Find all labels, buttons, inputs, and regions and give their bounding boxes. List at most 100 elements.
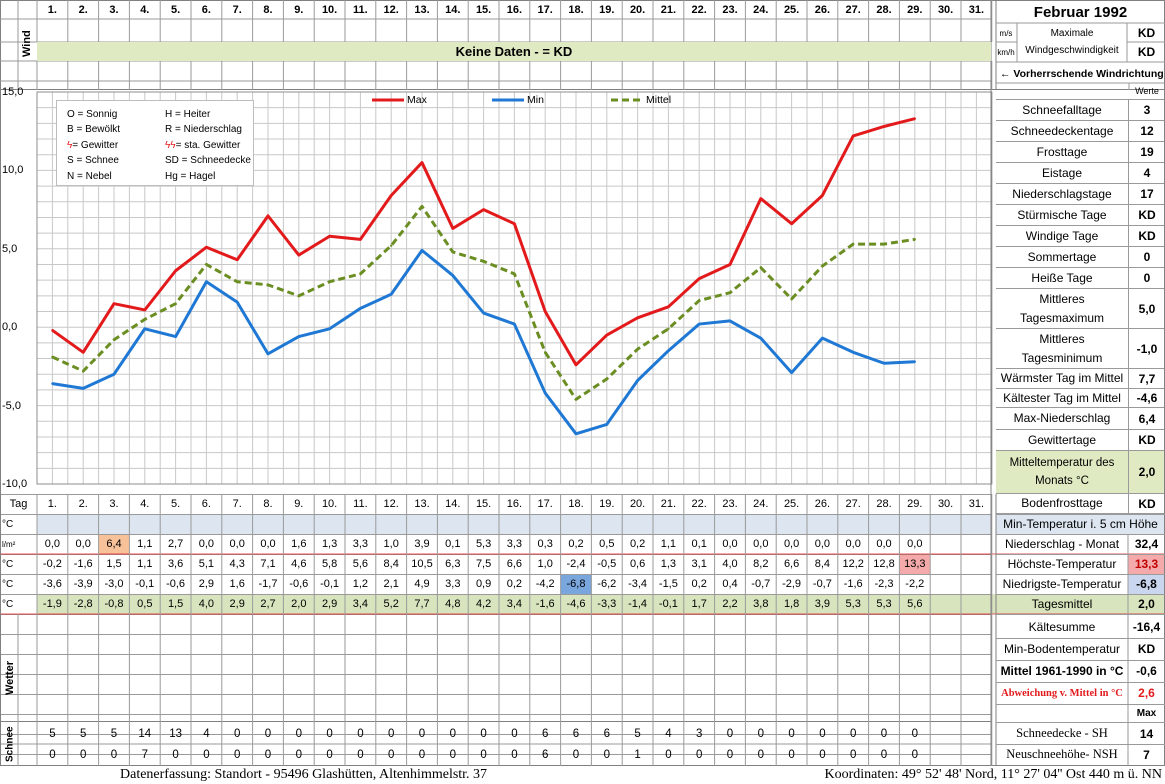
snow-value: 4 <box>203 727 210 740</box>
mean-band <box>37 594 1165 614</box>
data-point-mittel <box>605 377 608 381</box>
day-number-bottom: 28. <box>876 498 892 510</box>
stat-value: 5,0 <box>1138 301 1156 316</box>
lightning-icon: ϟϟ <box>165 139 176 151</box>
extra-row-value: 2,6 <box>1138 686 1155 700</box>
day-number-top: 24. <box>753 4 769 16</box>
unit-label: °C <box>2 518 14 530</box>
table-value: -2,2 <box>905 578 925 590</box>
table-value: 1,0 <box>383 538 399 550</box>
day-number-bottom: 9. <box>294 498 304 510</box>
table-value: 0,0 <box>876 538 892 550</box>
y-tick-label: -5,0 <box>2 399 21 412</box>
snow-value: 0 <box>757 748 764 761</box>
data-point-max <box>390 194 393 197</box>
day-number-bottom: 19. <box>599 498 615 510</box>
snow-value: 0 <box>819 748 826 761</box>
table-value: -3,9 <box>73 578 93 590</box>
row-summary-value: 13,3 <box>1134 557 1159 571</box>
table-value: 6,6 <box>506 558 523 570</box>
table-value: 5,1 <box>198 558 215 570</box>
snow-value: 0 <box>726 748 734 761</box>
extra-row-label: Abweichung v. Mittel in °C <box>1001 687 1123 699</box>
day-number-bottom: 6. <box>201 498 211 510</box>
table-value: 0,0 <box>198 538 215 550</box>
data-point-max <box>882 125 886 128</box>
stat-value: KD <box>1138 229 1156 243</box>
data-point-mittel <box>143 318 146 321</box>
data-point-max <box>328 235 331 238</box>
table-value: 3,9 <box>814 598 831 610</box>
day-number-top: 1. <box>47 4 57 16</box>
data-point-mittel <box>297 294 300 298</box>
stat-label: Mittleres Tagesminimum <box>996 329 1129 368</box>
snow-value: 14 <box>138 727 152 740</box>
table-value: 1,6 <box>291 538 307 550</box>
table-value: -0,5 <box>597 558 617 570</box>
table-value: 0,5 <box>599 538 615 550</box>
stat-row: Frosttage 19 <box>996 142 1165 163</box>
table-value: 0,0 <box>814 538 831 550</box>
table-value: 7,7 <box>414 598 430 610</box>
snow-value: 0 <box>911 727 918 740</box>
snow-row-label: Schneedecke - SH <box>1016 726 1108 740</box>
data-point-min <box>174 335 177 338</box>
day-number-top: 22. <box>691 4 707 16</box>
data-point-max <box>790 222 793 225</box>
table-value: 2,9 <box>229 598 245 610</box>
extra-row-value: -0,6 <box>1136 664 1157 678</box>
table-value: 0,2 <box>629 538 646 550</box>
day-number-bottom: 10. <box>321 498 338 510</box>
day-number-top: 31. <box>968 4 985 16</box>
table-value: 1,7 <box>691 598 707 610</box>
table-value: 5,6 <box>352 558 369 570</box>
data-point-mittel <box>266 283 270 287</box>
data-point-max <box>728 263 732 266</box>
data-table: Tag 1. 2. 3. 4. 5. 6. 7. 8. 9. 10. 11. 12. 13. 14. 15. 1… <box>0 494 1165 766</box>
table-value: 2,7 <box>167 538 184 550</box>
row-summary-label: Niederschlag - Monat <box>1004 537 1120 551</box>
table-value: -6,8 <box>566 578 586 590</box>
table-value: -1,9 <box>42 598 62 610</box>
symbol-legend-text: B = Bewölkt <box>67 124 121 135</box>
stat-value: 17 <box>1140 187 1154 201</box>
table-value: 1,5 <box>167 598 184 610</box>
symbol-legend-right: SD = Schneedecke <box>165 154 253 168</box>
min5-band <box>996 514 1165 534</box>
data-point-max <box>636 316 639 319</box>
data-point-max <box>698 277 701 280</box>
data-point-min <box>51 382 54 385</box>
stat-label: Eistage <box>996 163 1129 183</box>
snow-value: 0 <box>849 748 857 761</box>
unit-kmh: km/h <box>997 47 1015 57</box>
stat-value: 3 <box>1143 103 1151 117</box>
table-value: -1,7 <box>258 578 278 590</box>
day-number-bottom: 1. <box>47 498 57 510</box>
y-tick-label: 5,0 <box>2 242 18 255</box>
day-number-bottom: 23. <box>722 498 738 510</box>
data-point-min <box>82 387 85 390</box>
snow-value: 4 <box>665 727 672 740</box>
snow-row-summary: 14 <box>1139 726 1154 741</box>
table-value: 8,4 <box>383 558 399 570</box>
table-value: 3,3 <box>445 578 461 590</box>
day-number-top: 29. <box>907 4 923 16</box>
symbol-legend-right: H = Heiter <box>165 107 253 121</box>
snow-value: 13 <box>169 727 182 740</box>
data-point-mittel <box>359 272 362 276</box>
table-value: -1,4 <box>628 598 648 610</box>
data-point-mittel <box>205 263 208 266</box>
symbol-legend-left: S = Schnee <box>67 154 162 168</box>
table-value: 4,6 <box>291 558 307 570</box>
data-point-min <box>544 391 547 395</box>
snow-value: 0 <box>757 727 764 740</box>
day-number-top: 28. <box>876 4 892 16</box>
footer-location: Datenerfassung: Standort - 95496 Glashüt… <box>120 767 488 782</box>
data-point-max <box>574 363 578 367</box>
unit-label: °C <box>2 558 14 570</box>
table-value: 1,1 <box>660 538 677 550</box>
stat-label: Windige Tage <box>996 226 1129 246</box>
stat-row: Heiße Tage 0 <box>996 268 1165 289</box>
day-number-bottom: 13. <box>414 498 430 510</box>
data-point-max <box>913 117 916 120</box>
